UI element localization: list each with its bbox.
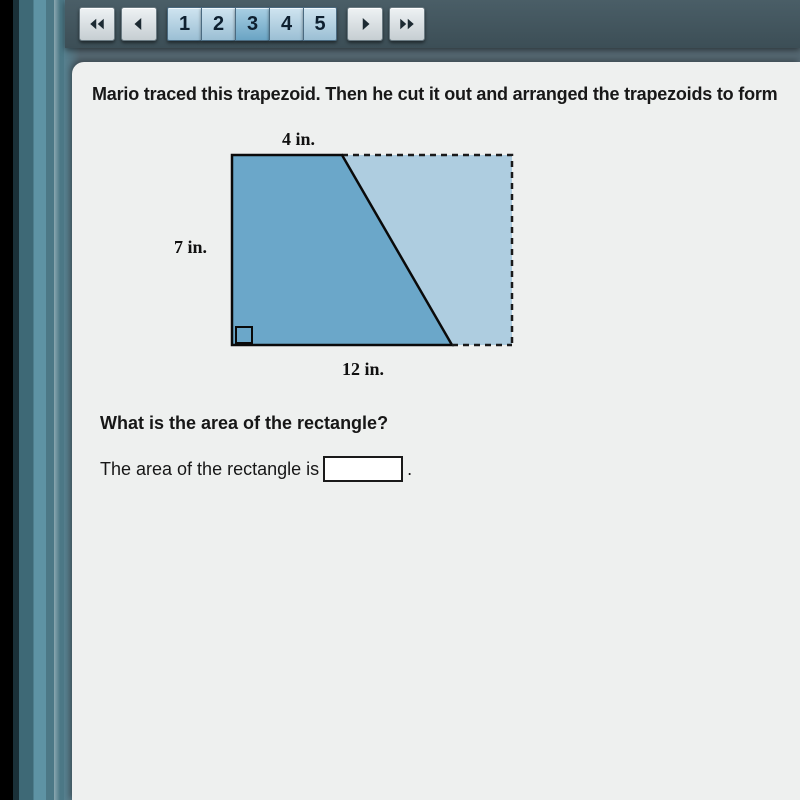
prev-icon [130, 15, 148, 33]
label-bottom: 12 in. [342, 359, 384, 379]
problem-card: Mario traced this trapezoid. Then he cut… [72, 62, 800, 800]
last-page-icon [398, 15, 416, 33]
page-4-button[interactable]: 4 [269, 7, 303, 41]
next-icon [356, 15, 374, 33]
answer-prefix: The area of the rectangle is [100, 459, 319, 480]
prev-page-button[interactable] [121, 7, 157, 41]
trapezoid-figure: 4 in. 7 in. 12 in. [132, 125, 552, 385]
problem-intro: Mario traced this trapezoid. Then he cut… [92, 84, 800, 105]
last-page-button[interactable] [389, 7, 425, 41]
page-number-group: 1 2 3 4 5 [167, 7, 337, 41]
screen-root: 1 2 3 4 5 Mario traced this trapezoid. T… [0, 0, 800, 800]
figure-svg: 4 in. 7 in. 12 in. [132, 125, 552, 385]
answer-suffix: . [407, 459, 412, 480]
label-left: 7 in. [174, 237, 207, 257]
first-page-button[interactable] [79, 7, 115, 41]
label-top: 4 in. [282, 129, 315, 149]
page-2-button[interactable]: 2 [201, 7, 235, 41]
left-bezel [0, 0, 64, 800]
pagination-navbar: 1 2 3 4 5 [65, 0, 800, 48]
answer-line: The area of the rectangle is . [100, 456, 800, 482]
page-3-button[interactable]: 3 [235, 7, 269, 41]
page-5-button[interactable]: 5 [303, 7, 337, 41]
next-page-button[interactable] [347, 7, 383, 41]
answer-input[interactable] [323, 456, 403, 482]
page-1-button[interactable]: 1 [167, 7, 201, 41]
question-text: What is the area of the rectangle? [100, 413, 800, 434]
first-page-icon [88, 15, 106, 33]
